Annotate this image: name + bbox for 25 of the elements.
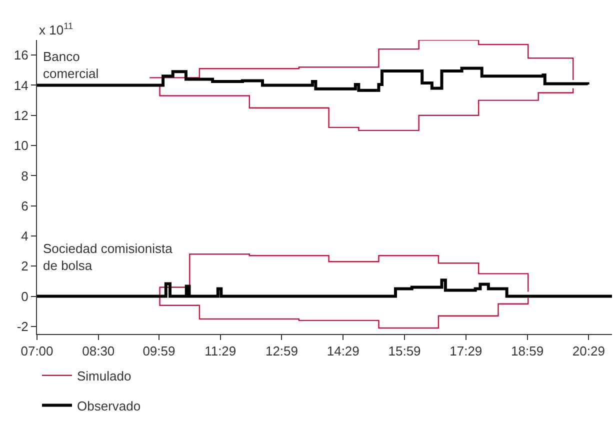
y-tick-label: 6 xyxy=(21,198,28,214)
legend-label: Observado xyxy=(77,398,141,414)
y-tick-label: 8 xyxy=(21,168,28,184)
y-tick-label: -2 xyxy=(16,319,28,334)
x-tick-label: 18:59 xyxy=(511,344,544,359)
x-tick-label: 07:00 xyxy=(20,344,54,359)
y-axis-title: x 10$^{11}$ xyxy=(39,21,74,38)
y-tick-label: 2 xyxy=(21,258,28,274)
y-tick-label: 4 xyxy=(21,228,28,244)
y-tick-label: 10 xyxy=(14,138,28,154)
y-tick-label: 14 xyxy=(14,78,28,93)
x-tick-label: 15:59 xyxy=(388,344,421,359)
x-tick-label: 20:29 xyxy=(572,344,605,359)
x-tick-label: 17:29 xyxy=(450,344,482,359)
x-tick-label: 14:29 xyxy=(326,344,360,359)
x-tick-label: 08:30 xyxy=(82,344,115,359)
y-tick-label: 0 xyxy=(21,288,28,304)
y-tick-label: 12 xyxy=(14,108,28,123)
x-tick-label: 09:59 xyxy=(142,344,176,359)
annotation: Sociedad comisionista de bolsa xyxy=(43,241,174,273)
x-tick-label: 12:59 xyxy=(265,344,298,359)
legend-label: Simulado xyxy=(77,368,132,384)
x-tick-label: 11:29 xyxy=(204,344,236,359)
y-tick-label: 16 xyxy=(14,48,28,63)
annotation: Banco comercial xyxy=(43,49,99,81)
